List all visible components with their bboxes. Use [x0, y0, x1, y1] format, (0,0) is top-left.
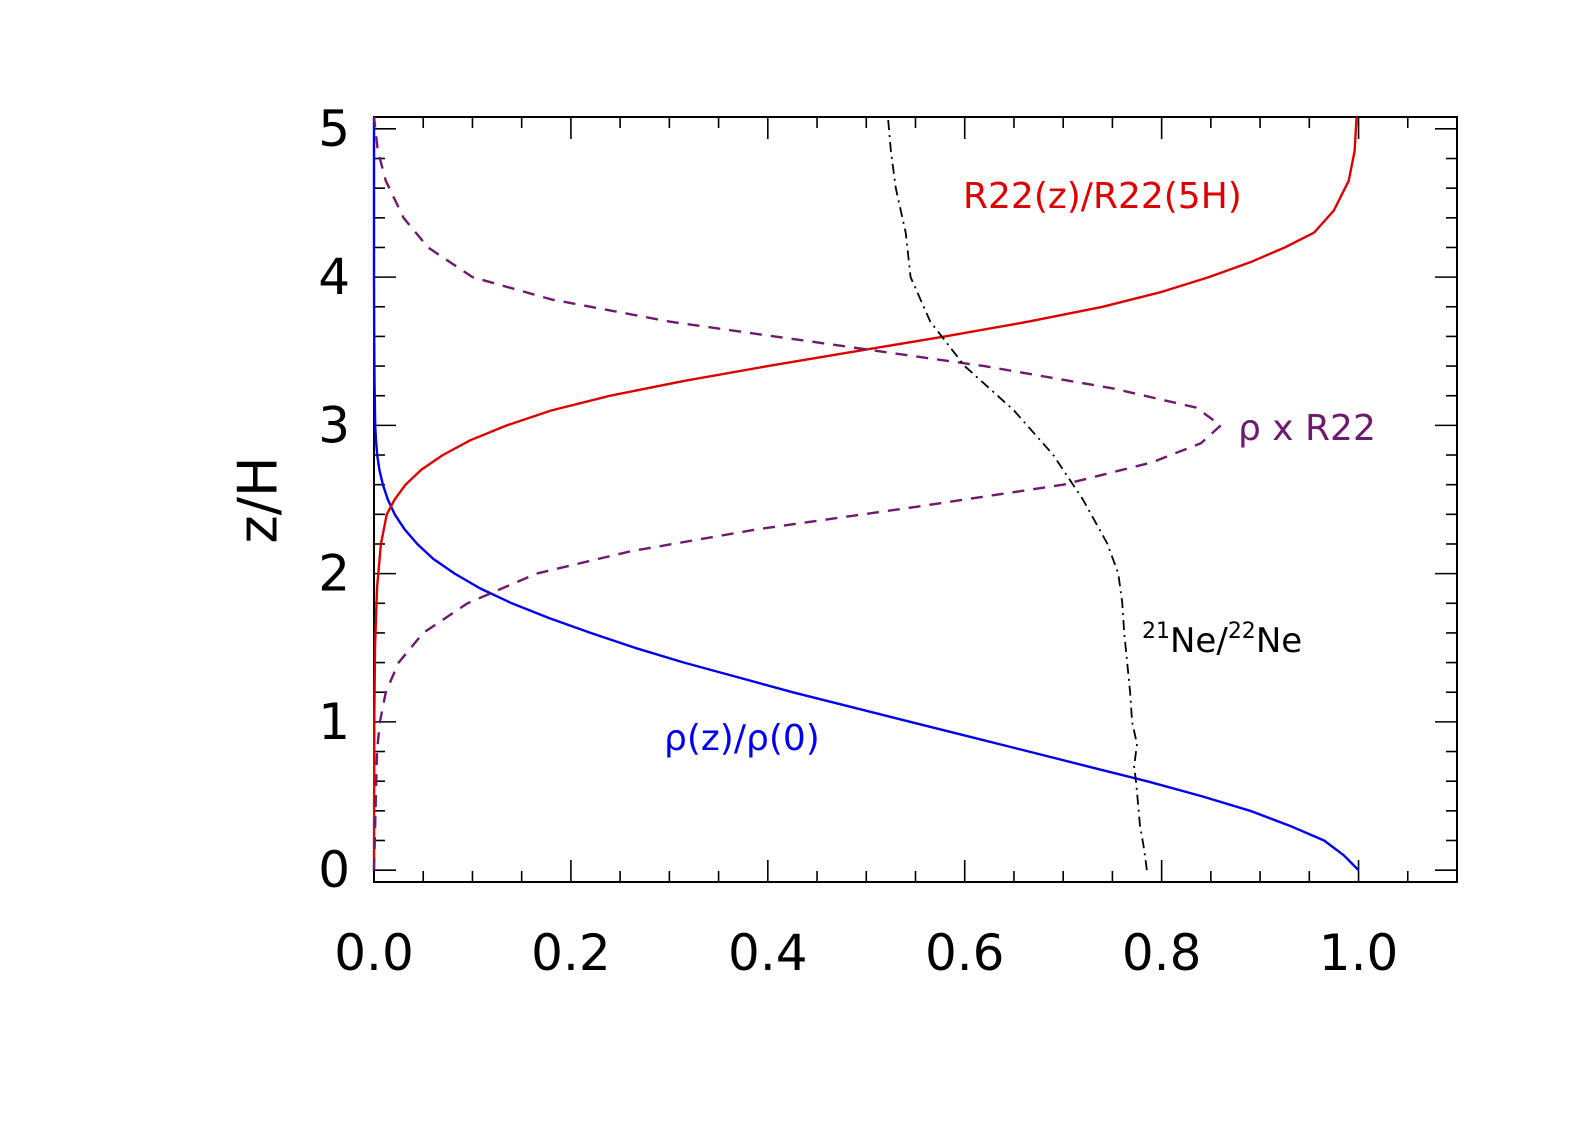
x-tick-label: 0.8 — [1122, 924, 1202, 982]
y-tick-label: 3 — [318, 396, 350, 454]
series-line-ratio — [372, 116, 1358, 871]
x-tick-labels: 0.0 0.2 0.4 0.6 0.8 1.0 — [334, 924, 1398, 982]
isotope-annotation-base-ne2: Ne — [1256, 621, 1302, 661]
isotope-annotation-sup-22: 22 — [1228, 619, 1256, 644]
x-tick-label: 0.4 — [728, 924, 808, 982]
y-tick-label: 1 — [318, 693, 350, 751]
density-annotation: ρ(z)/ρ(0) — [664, 718, 820, 759]
plot-frame — [373, 116, 1458, 883]
y-tick-label: 2 — [318, 545, 350, 603]
series-line-isotope — [887, 116, 1148, 871]
isotope-annotation-sup-21: 21 — [1142, 619, 1170, 644]
x-tick-label: 1.0 — [1319, 924, 1399, 982]
series-line-product — [372, 116, 1222, 871]
y-tick-label: 5 — [318, 100, 350, 158]
y-tick-labels: 0 1 2 3 4 5 — [318, 100, 350, 899]
y-tick-label: 0 — [318, 841, 350, 899]
x-tick-label: 0.6 — [925, 924, 1005, 982]
isotope-annotation-base-ne: Ne/ — [1170, 621, 1228, 661]
series-line-density — [372, 117, 1360, 871]
y-axis-title: z/H — [227, 456, 290, 543]
x-tick-label: 0.2 — [531, 924, 611, 982]
product-annotation: ρ x R22 — [1238, 408, 1376, 449]
y-tick-label: 4 — [318, 248, 350, 306]
series-group — [372, 116, 1360, 871]
ratio-annotation: R22(z)/R22(5H) — [963, 176, 1242, 217]
isotope-annotation: 21Ne/22Ne — [1142, 619, 1302, 661]
ticks — [373, 117, 1458, 882]
x-tick-label: 0.0 — [334, 924, 414, 982]
